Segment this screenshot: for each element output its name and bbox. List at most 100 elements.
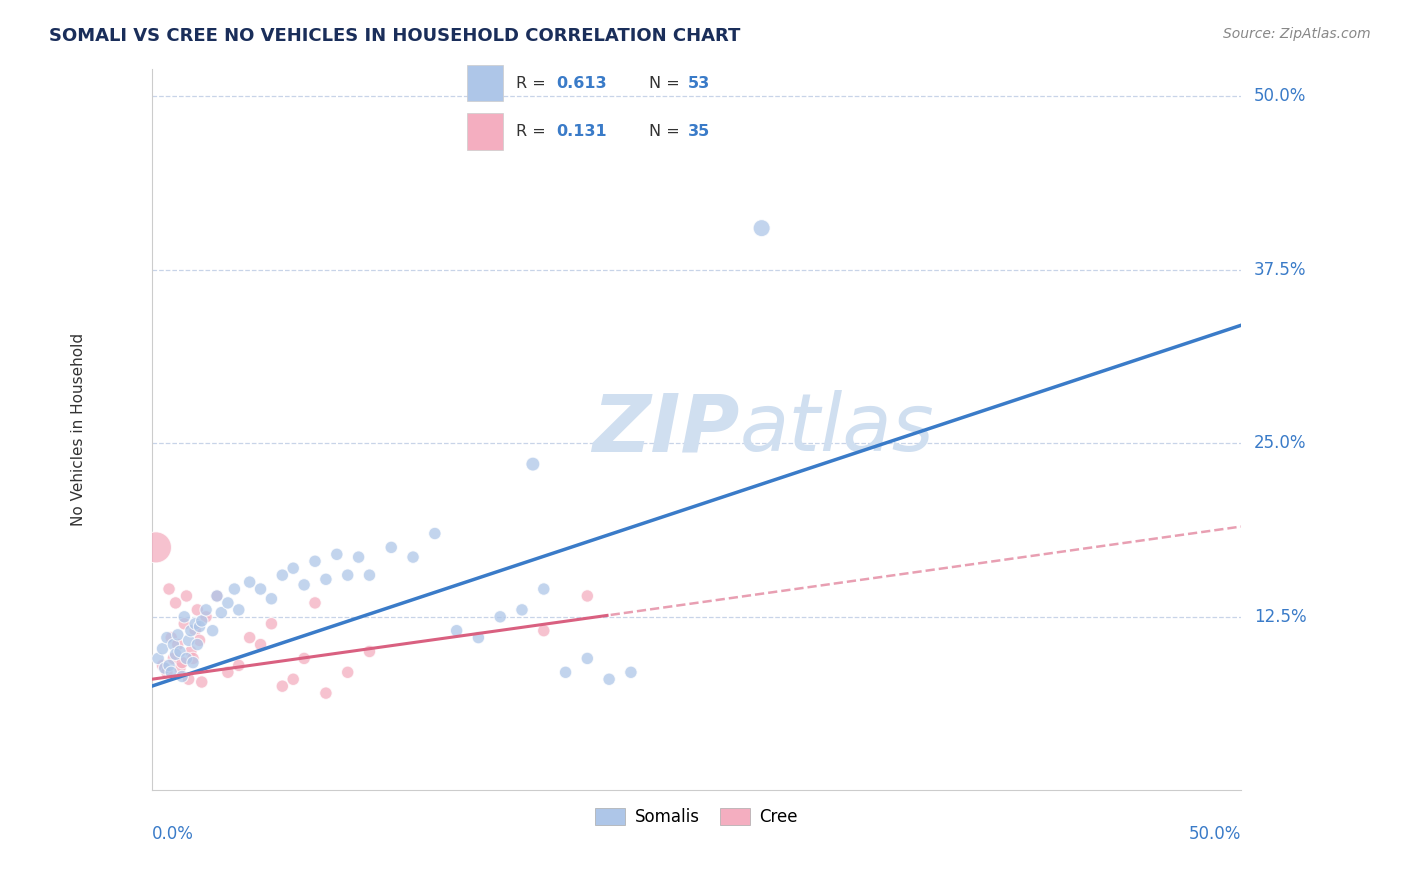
- Point: [598, 672, 620, 686]
- Point: [217, 596, 239, 610]
- Point: [533, 582, 555, 596]
- Point: [620, 665, 643, 680]
- Point: [402, 550, 425, 565]
- Point: [177, 672, 200, 686]
- Point: [423, 526, 446, 541]
- Text: SOMALI VS CREE NO VEHICLES IN HOUSEHOLD CORRELATION CHART: SOMALI VS CREE NO VEHICLES IN HOUSEHOLD …: [49, 27, 741, 45]
- Text: Source: ZipAtlas.com: Source: ZipAtlas.com: [1223, 27, 1371, 41]
- Point: [190, 614, 212, 628]
- Point: [173, 616, 195, 631]
- Point: [152, 658, 174, 673]
- Point: [522, 457, 544, 471]
- Text: 50.0%: 50.0%: [1254, 87, 1306, 105]
- Point: [336, 665, 359, 680]
- FancyBboxPatch shape: [467, 112, 503, 150]
- Point: [283, 672, 305, 686]
- Text: 37.5%: 37.5%: [1254, 260, 1306, 279]
- Point: [283, 561, 305, 575]
- Point: [260, 616, 283, 631]
- Point: [271, 679, 294, 693]
- Point: [359, 644, 381, 658]
- Point: [188, 619, 211, 633]
- Point: [146, 651, 169, 665]
- Point: [201, 624, 224, 638]
- Point: [228, 658, 250, 673]
- Point: [205, 589, 228, 603]
- Point: [510, 603, 533, 617]
- Point: [180, 624, 202, 638]
- Point: [172, 656, 194, 670]
- Point: [446, 624, 468, 638]
- Point: [533, 624, 555, 638]
- Text: ZIP: ZIP: [592, 391, 740, 468]
- Point: [239, 631, 262, 645]
- Point: [315, 572, 337, 586]
- Point: [217, 665, 239, 680]
- Text: 53: 53: [689, 76, 710, 90]
- Point: [224, 582, 246, 596]
- Point: [292, 578, 315, 592]
- Point: [188, 633, 211, 648]
- Point: [186, 603, 208, 617]
- Point: [166, 638, 188, 652]
- Point: [209, 606, 232, 620]
- Point: [228, 603, 250, 617]
- Text: 50.0%: 50.0%: [1188, 825, 1241, 843]
- Point: [576, 651, 599, 665]
- Point: [152, 641, 174, 656]
- Text: 12.5%: 12.5%: [1254, 607, 1306, 626]
- Point: [186, 638, 208, 652]
- Point: [554, 665, 576, 680]
- Point: [359, 568, 381, 582]
- Point: [292, 651, 315, 665]
- Point: [315, 686, 337, 700]
- Text: 35: 35: [689, 124, 710, 139]
- Point: [160, 631, 183, 645]
- Point: [380, 541, 402, 555]
- Text: atlas: atlas: [740, 391, 935, 468]
- Point: [489, 609, 512, 624]
- Text: R =: R =: [516, 76, 551, 90]
- Point: [162, 651, 184, 665]
- Point: [153, 661, 176, 675]
- Point: [304, 596, 326, 610]
- Point: [326, 547, 349, 561]
- Point: [160, 665, 183, 680]
- Point: [166, 628, 188, 642]
- Point: [165, 596, 187, 610]
- Text: No Vehicles in Household: No Vehicles in Household: [72, 333, 86, 526]
- Point: [184, 616, 207, 631]
- Legend: Somalis, Cree: Somalis, Cree: [588, 801, 804, 832]
- Point: [181, 651, 204, 665]
- Text: N =: N =: [648, 124, 685, 139]
- Point: [195, 609, 218, 624]
- Point: [249, 638, 271, 652]
- Point: [260, 591, 283, 606]
- Point: [190, 675, 212, 690]
- Point: [249, 582, 271, 596]
- Point: [184, 624, 207, 638]
- Point: [162, 638, 184, 652]
- Text: N =: N =: [648, 76, 685, 90]
- Point: [145, 541, 167, 555]
- Text: 25.0%: 25.0%: [1254, 434, 1306, 452]
- Point: [347, 550, 370, 565]
- Point: [165, 647, 187, 661]
- Point: [271, 568, 294, 582]
- Point: [576, 589, 599, 603]
- Point: [156, 665, 179, 680]
- Point: [195, 603, 218, 617]
- Point: [304, 554, 326, 568]
- Point: [336, 568, 359, 582]
- Point: [157, 658, 180, 673]
- Point: [751, 221, 773, 235]
- Point: [205, 589, 228, 603]
- Point: [176, 589, 198, 603]
- Point: [169, 661, 191, 675]
- Point: [172, 669, 194, 683]
- Text: 0.0%: 0.0%: [152, 825, 194, 843]
- FancyBboxPatch shape: [467, 64, 503, 102]
- Text: 0.131: 0.131: [557, 124, 607, 139]
- Point: [467, 631, 489, 645]
- Point: [157, 582, 180, 596]
